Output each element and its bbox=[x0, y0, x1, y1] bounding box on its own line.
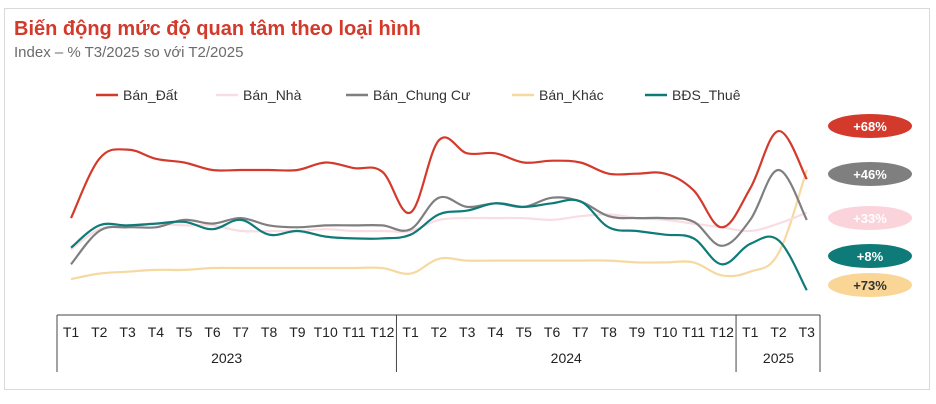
x-tick-label: T11 bbox=[682, 324, 705, 340]
year-label-2025: 2025 bbox=[763, 350, 794, 366]
badge-label-2: +46% bbox=[853, 167, 887, 182]
legend-label-0: Bán_Đất bbox=[123, 87, 178, 103]
x-tick-label: T5 bbox=[516, 324, 533, 340]
year-label-2024: 2024 bbox=[551, 350, 582, 366]
chart-subtitle: Index – % T3/2025 so với T2/2025 bbox=[14, 44, 244, 61]
x-tick-label: T1 bbox=[742, 324, 759, 340]
x-tick-label: T8 bbox=[261, 324, 278, 340]
legend-label-2: Bán_Chung Cư bbox=[373, 87, 470, 103]
x-tick-label: T9 bbox=[629, 324, 646, 340]
chart-title: Biến động mức độ quan tâm theo loại hình bbox=[14, 18, 421, 40]
x-tick-label: T12 bbox=[370, 324, 394, 340]
x-tick-label: T3 bbox=[119, 324, 136, 340]
x-tick-label: T2 bbox=[91, 324, 108, 340]
x-tick-label: T10 bbox=[653, 324, 677, 340]
series-line-2 bbox=[70, 168, 808, 266]
x-tick-label: T12 bbox=[710, 324, 734, 340]
badge-1 bbox=[828, 206, 912, 230]
x-tick-label: T8 bbox=[601, 324, 618, 340]
x-tick-label: T7 bbox=[572, 324, 589, 340]
series-line-0 bbox=[70, 130, 808, 229]
legend-label-3: Bán_Khác bbox=[539, 87, 604, 103]
badge-label-4: +8% bbox=[857, 249, 884, 264]
series-line-1 bbox=[70, 211, 808, 251]
x-tick-label: T3 bbox=[799, 324, 816, 340]
x-tick-label: T1 bbox=[63, 324, 80, 340]
legend-label-4: BĐS_Thuê bbox=[672, 87, 741, 103]
badge-label-3: +73% bbox=[853, 278, 887, 293]
series-line-4 bbox=[70, 198, 808, 291]
x-tick-label: T6 bbox=[204, 324, 221, 340]
x-tick-label: T1 bbox=[402, 324, 419, 340]
x-tick-label: T2 bbox=[431, 324, 448, 340]
badge-4 bbox=[828, 244, 912, 268]
badge-3 bbox=[828, 273, 912, 297]
year-label-2023: 2023 bbox=[211, 350, 242, 366]
x-tick-label: T4 bbox=[487, 324, 504, 340]
chart-card bbox=[4, 8, 930, 390]
x-tick-label: T7 bbox=[233, 324, 250, 340]
x-tick-label: T4 bbox=[148, 324, 165, 340]
badge-label-1: +33% bbox=[853, 211, 887, 226]
x-tick-label: T5 bbox=[176, 324, 193, 340]
badge-0 bbox=[828, 114, 912, 138]
legend-label-1: Bán_Nhà bbox=[243, 87, 302, 103]
series-line-3 bbox=[70, 169, 808, 281]
x-tick-label: T6 bbox=[544, 324, 561, 340]
x-tick-label: T3 bbox=[459, 324, 476, 340]
x-tick-label: T9 bbox=[289, 324, 306, 340]
x-tick-label: T11 bbox=[342, 324, 365, 340]
badge-2 bbox=[828, 162, 912, 186]
x-tick-label: T2 bbox=[770, 324, 787, 340]
x-tick-label: T10 bbox=[314, 324, 338, 340]
badge-label-0: +68% bbox=[853, 119, 887, 134]
